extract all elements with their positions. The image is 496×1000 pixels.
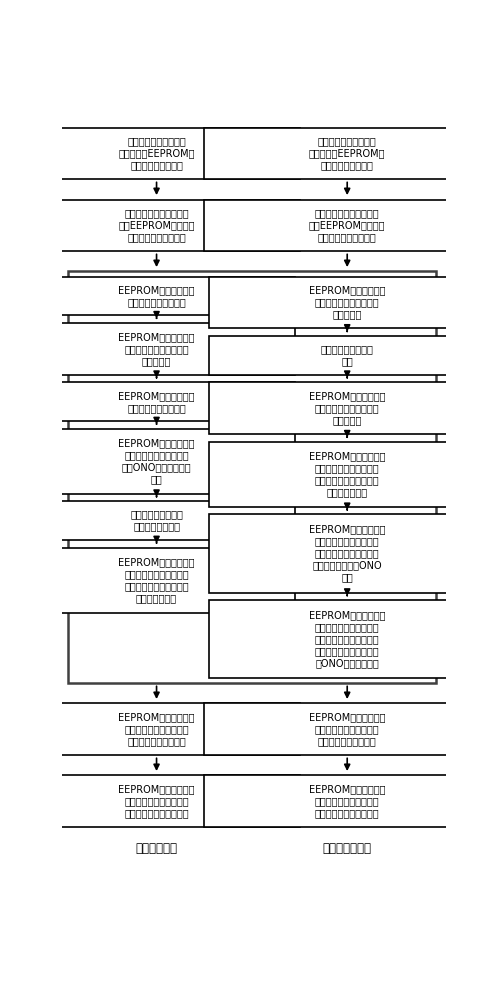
Bar [209,336,486,375]
Text: EEPROM读写单元、高
压晶体管、低压晶体管二
氧化硅侧墙淀积和刻蚀: EEPROM读写单元、高 压晶体管、低压晶体管二 氧化硅侧墙淀积和刻蚀 [309,712,385,746]
Bar [209,277,486,328]
Text: EEPROM读写单元、高
压晶体管和低压晶体管源
漏工艺以及后段金属连线: EEPROM读写单元、高 压晶体管和低压晶体管源 漏工艺以及后段金属连线 [309,784,385,818]
Bar [18,548,295,613]
Bar [18,501,295,540]
Text: EEPROM读写单元的控
制栅极、高压晶体管和低
压晶体管的多晶硅栅极淀
积、光刻和刻蚀，同时刻
蚀ONO层，形成侧墙: EEPROM读写单元的控 制栅极、高压晶体管和低 压晶体管的多晶硅栅极淀 积、光… [309,610,385,668]
Text: EEPROM读写单元、高
压晶体管和低压晶体管源
漏工艺以及后段金属连线: EEPROM读写单元、高 压晶体管和低压晶体管源 漏工艺以及后段金属连线 [119,784,195,818]
Text: EEPROM读写单元的浮
栅极以及高压晶体管和低
压晶体管的多晶硅栅极淀
积、光刻和刻蚀: EEPROM读写单元的浮 栅极以及高压晶体管和低 压晶体管的多晶硅栅极淀 积、光… [309,451,385,497]
Text: EEPROM读写单元、高
压品体管栅氧化层生长: EEPROM读写单元、高 压品体管栅氧化层生长 [119,285,195,307]
Text: EEPROM读写单元遂穿
窗口光刻、刻蚀以及遂穿
氧化层生长: EEPROM读写单元遂穿 窗口光刻、刻蚀以及遂穿 氧化层生长 [119,332,195,366]
Bar [13,703,300,755]
Text: EEPROM读写单元、高
压晶体管、低压晶体管二
氧化硅侧墙淀积和刻蚀: EEPROM读写单元、高 压晶体管、低压晶体管二 氧化硅侧墙淀积和刻蚀 [119,712,195,746]
Text: 定义高压晶体管、低压
品体管以及EEPROM读
写单元形成的阱区域: 定义高压晶体管、低压 品体管以及EEPROM读 写单元形成的阱区域 [119,136,195,170]
Bar [209,382,486,434]
Bar [209,514,486,593]
Text: 普通工艺步骤: 普通工艺步骤 [135,842,178,855]
Text: 低压晶体管栅氧化层
生长、光刻和刻蚀: 低压晶体管栅氧化层 生长、光刻和刻蚀 [130,510,183,532]
Bar [13,775,300,827]
Text: 低压晶体管栅氧化层
生长: 低压晶体管栅氧化层 生长 [321,344,373,366]
Text: 高压晶体管、低压晶体管
以及EEPROM读写单元
有源区定义和氧化隔离: 高压晶体管、低压晶体管 以及EEPROM读写单元 有源区定义和氧化隔离 [119,208,195,242]
Bar [203,200,491,251]
Text: EEPROM读写单元遂穿
窗口光刻、刻蚀以及遂穿
氧化层生长: EEPROM读写单元遂穿 窗口光刻、刻蚀以及遂穿 氧化层生长 [309,391,385,425]
Bar [203,128,491,179]
Bar [18,277,295,315]
Bar [203,703,491,755]
Bar [18,429,295,494]
Text: EEPROM读写单元的浮
栅极和控制栅极之间的隔
离层以及高压晶体管和低
压晶体管的侧墙层ONO
生长: EEPROM读写单元的浮 栅极和控制栅极之间的隔 离层以及高压晶体管和低 压晶体… [309,525,385,583]
Text: EEPROM读写单元、高
压晶体管栅氧化层生长、
光刻和刻蚀: EEPROM读写单元、高 压晶体管栅氧化层生长、 光刻和刻蚀 [309,285,385,319]
Bar [18,382,295,421]
Bar [18,323,295,375]
Text: 高压晶体管、低压晶体管
以及EEPROM读写单元
有源区定义和氧化隔离: 高压晶体管、低压晶体管 以及EEPROM读写单元 有源区定义和氧化隔离 [309,208,385,242]
Text: EEPROM读写单元的浮
栅极淀积、光刻和刻蚀: EEPROM读写单元的浮 栅极淀积、光刻和刻蚀 [119,391,195,413]
Text: 定义高压晶体管、低压
品体管以及EEPROM读
写单元形成的阱区域: 定义高压晶体管、低压 品体管以及EEPROM读 写单元形成的阱区域 [309,136,385,170]
Bar [13,200,300,251]
Bar [209,442,486,507]
Text: EEPROM读写单元的控
制栅极、高压晶体管和低
压晶体管的多晶硅栅极淀
积、光刻和刻蚀: EEPROM读写单元的控 制栅极、高压晶体管和低 压晶体管的多晶硅栅极淀 积、光… [119,557,195,603]
Bar [209,600,486,678]
Bar [68,271,435,683]
Bar [203,775,491,827]
Bar [13,128,300,179]
Text: 本发明工艺步骤: 本发明工艺步骤 [323,842,372,855]
Text: EEPROM读写单元的浮
栅极和控制栅极之间的隔
离层ONO淀积、光刻和
刻蚀: EEPROM读写单元的浮 栅极和控制栅极之间的隔 离层ONO淀积、光刻和 刻蚀 [119,438,195,484]
